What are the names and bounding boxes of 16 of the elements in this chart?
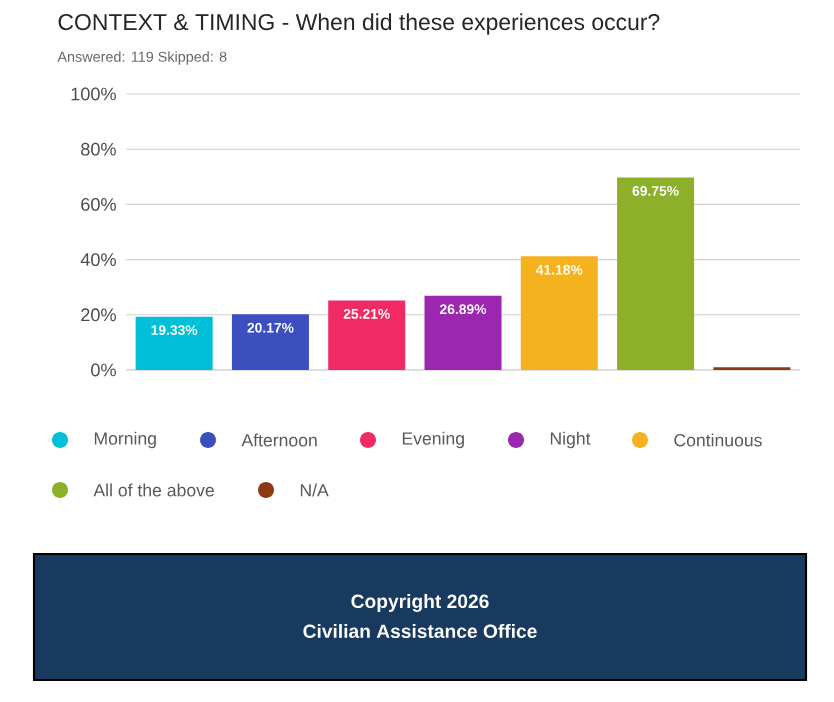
y-tick-label: 20%: [81, 308, 116, 322]
y-tick-label: 100%: [71, 87, 116, 101]
legend-label: Continuous: [674, 433, 762, 447]
legend-label: Afternoon: [241, 433, 317, 447]
chart-title: CONTEXT & TIMING - When did these experiences occur?: [58, 13, 660, 35]
text: Copyright 2026: [351, 594, 489, 612]
legend-label: Morning: [94, 431, 156, 449]
legend-label: Night: [550, 431, 591, 449]
y-tick-label: 0%: [91, 363, 116, 377]
legend-label: All of the above: [93, 483, 214, 497]
y-tick-label: 60%: [81, 197, 116, 211]
legend-label: Evening: [402, 431, 464, 449]
legend-label: N/A: [300, 483, 329, 497]
y-tick-label: 40%: [80, 253, 116, 267]
y-tick-label: 80%: [81, 142, 116, 156]
text: Civilian Assistance Office: [303, 623, 537, 639]
